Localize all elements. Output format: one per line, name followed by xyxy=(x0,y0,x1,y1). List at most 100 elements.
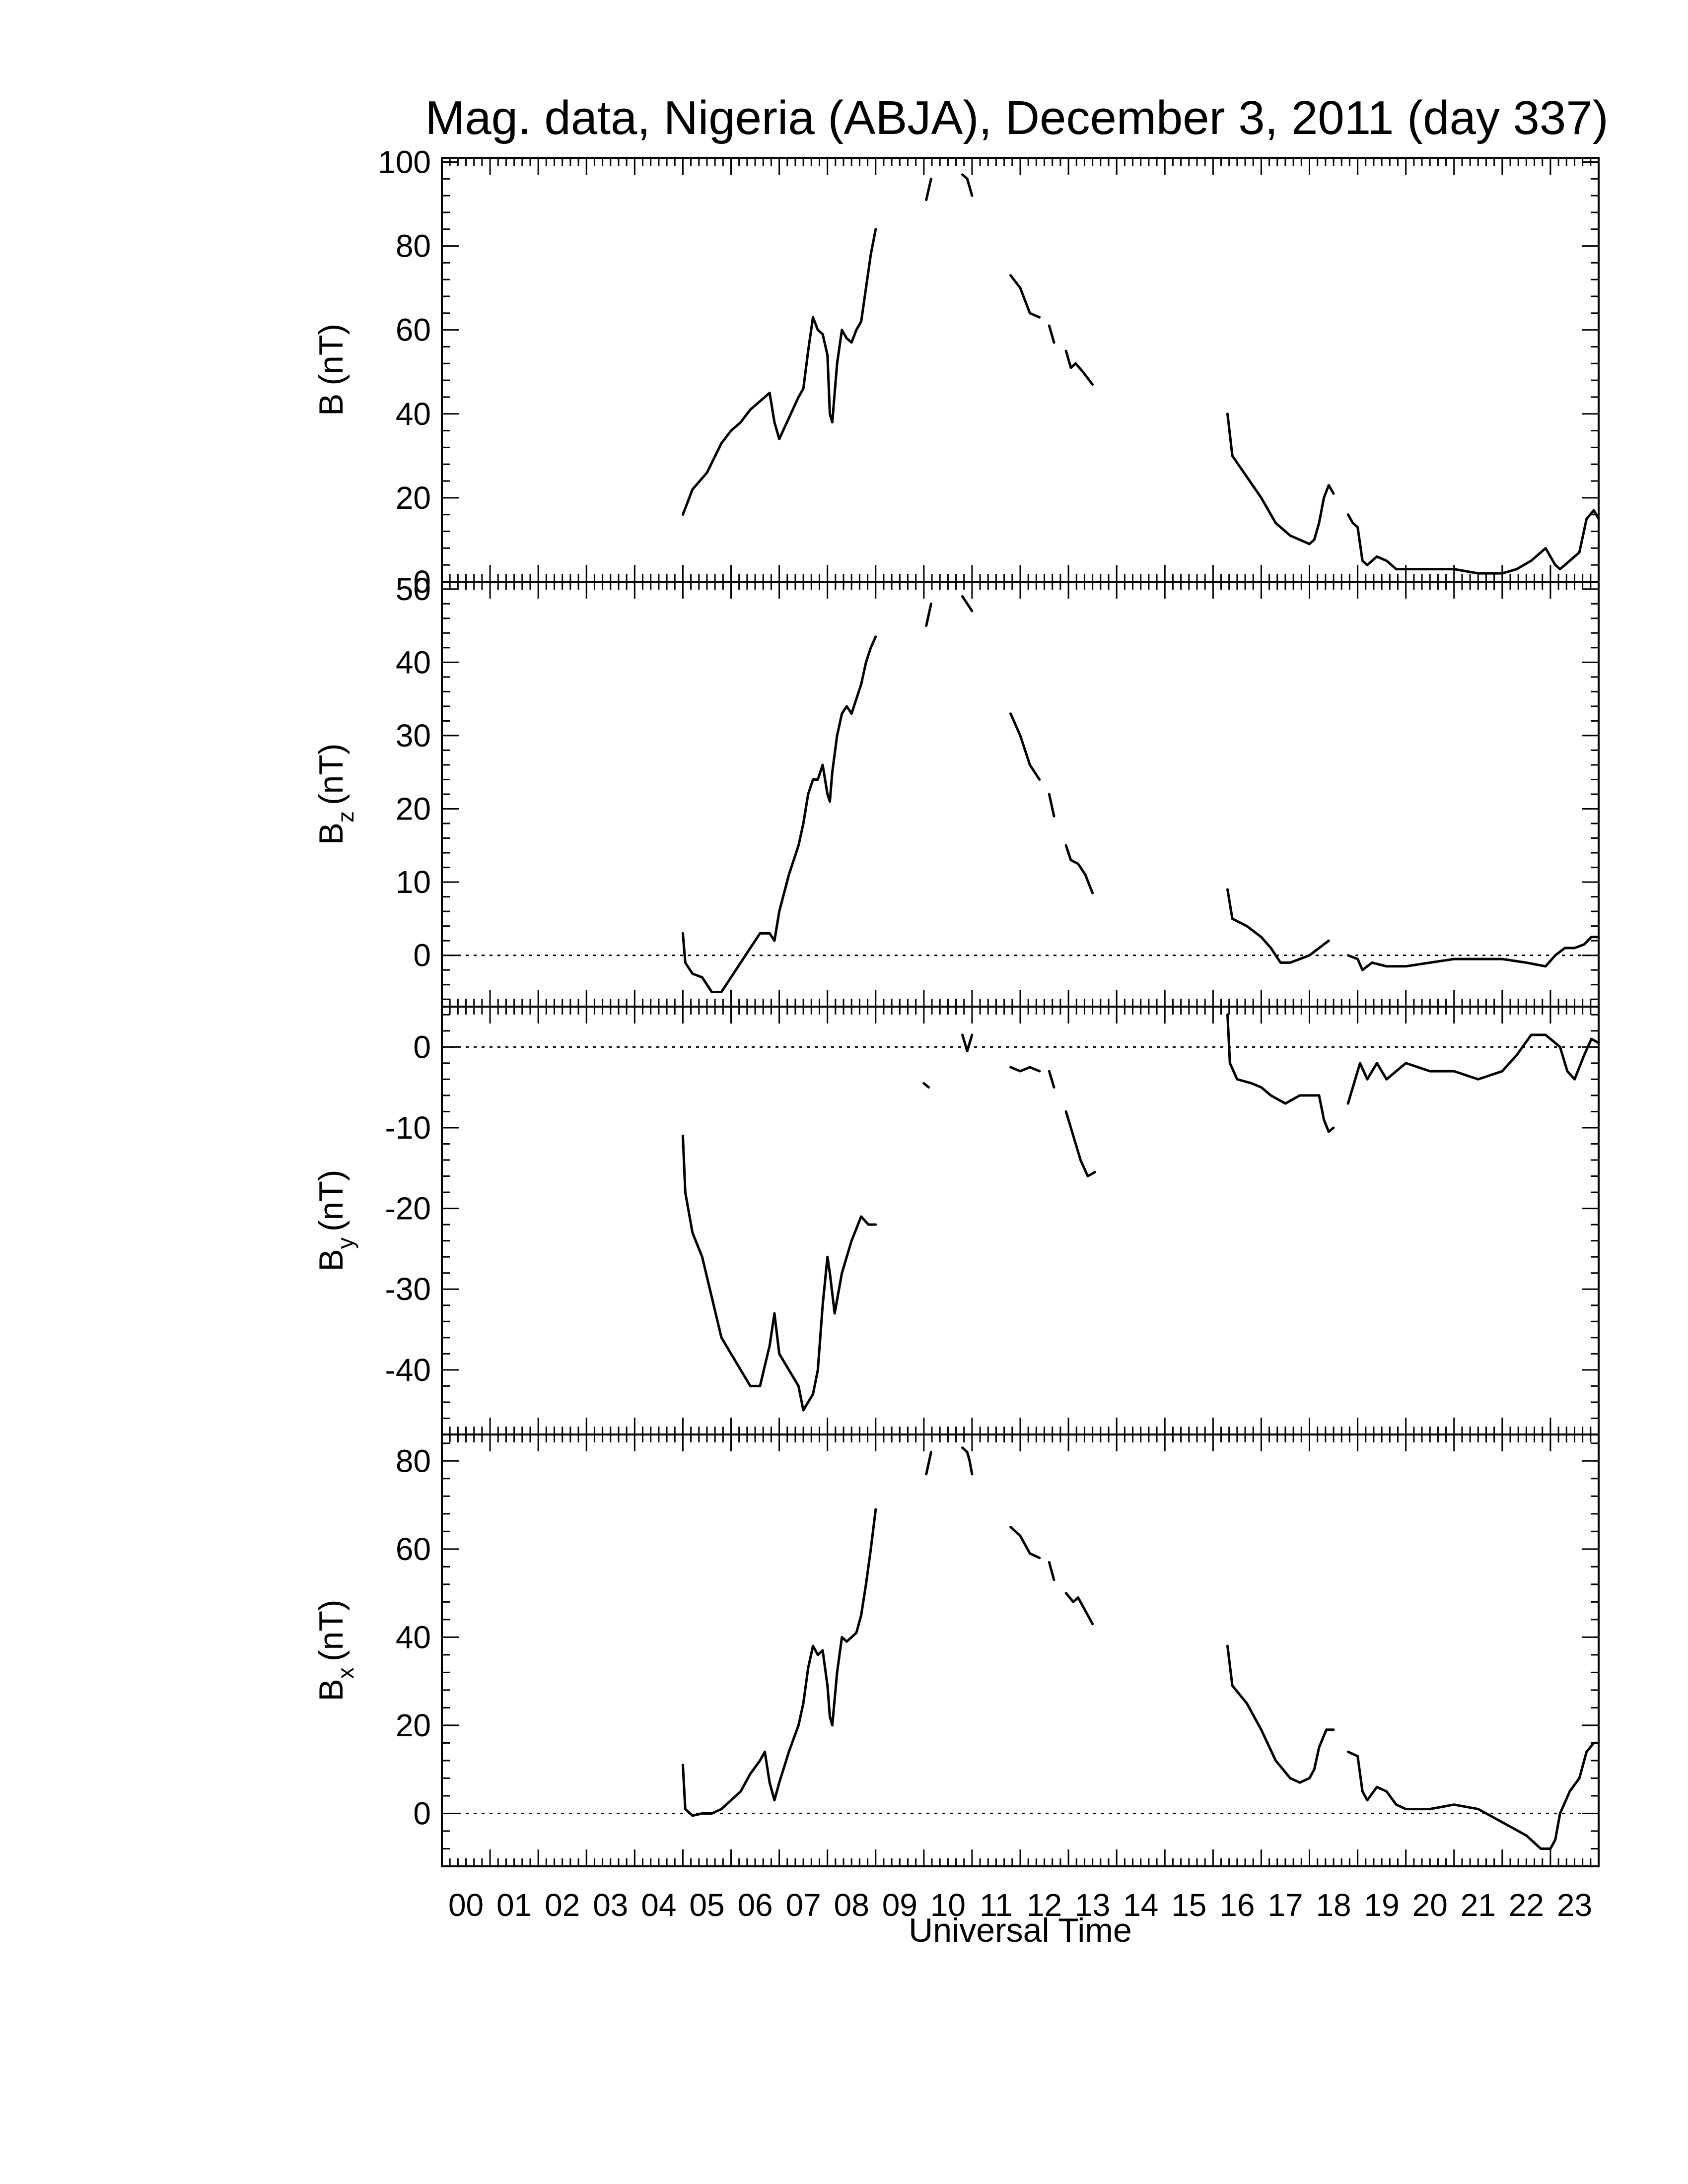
y-tick-label: 40 xyxy=(396,1619,431,1655)
y-tick-label: 20 xyxy=(396,1707,431,1743)
x-tick-label: 08 xyxy=(834,1887,869,1923)
x-tick-label: 03 xyxy=(593,1887,628,1923)
chart-title: Mag. data, Nigeria (ABJA), December 3, 2… xyxy=(425,91,1608,144)
series-line-By xyxy=(1009,1066,1041,1073)
y-tick-label: 40 xyxy=(396,396,431,432)
series-line-B xyxy=(1009,274,1041,319)
series-line-B xyxy=(1048,324,1055,344)
y-axis-label-unit: (nT) xyxy=(312,1169,350,1231)
panels-layer: 0 20 40 60 80 100 B (nT) 0 10 20 30 40 50 Bz (nT) -40 -30… xyxy=(312,144,1600,1867)
y-tick-label: 100 xyxy=(378,144,431,180)
y-axis-label-subscript: x xyxy=(333,1667,358,1679)
y-tick-label: 10 xyxy=(396,864,431,900)
y-axis-label-main: B xyxy=(312,822,350,845)
x-tick-label: 11 xyxy=(980,1887,1012,1923)
y-tick-label: 30 xyxy=(396,718,431,753)
series-line-By xyxy=(681,1134,877,1412)
x-tick-label: 20 xyxy=(1412,1887,1448,1923)
y-tick-label: -30 xyxy=(385,1271,431,1307)
series-line-By xyxy=(1226,1013,1335,1133)
y-axis-label-main: B xyxy=(312,1249,350,1271)
y-tick-label: 40 xyxy=(396,644,431,680)
x-tick-label: 12 xyxy=(1027,1887,1062,1923)
series-line-Bx xyxy=(1048,1561,1055,1581)
series-line-Bx xyxy=(961,1446,974,1476)
y-tick-label: 60 xyxy=(396,1531,431,1567)
y-tick-label: 60 xyxy=(396,312,431,348)
series-line-Bz xyxy=(1346,936,1600,971)
x-tick-label: 22 xyxy=(1509,1887,1544,1923)
y-tick-label: -10 xyxy=(385,1110,431,1146)
y-tick-label: -40 xyxy=(385,1352,431,1388)
series-line-By xyxy=(1048,1070,1055,1089)
series-line-Bx xyxy=(1346,1741,1600,1850)
x-tick-label: 04 xyxy=(641,1887,676,1923)
panel-Bz: 0 10 20 30 40 50 Bz (nT) xyxy=(312,571,1600,1008)
x-tick-label: 17 xyxy=(1267,1887,1303,1923)
panel-Bx: 0 20 40 60 80 Bx (nT) xyxy=(312,1433,1600,1867)
series-line-Bz xyxy=(961,595,974,613)
y-axis-label: B (nT) xyxy=(312,324,350,416)
y-axis-label: Bx (nT) xyxy=(312,1599,358,1701)
panel-frame xyxy=(441,1433,1600,1867)
y-axis-label-main: B xyxy=(312,1679,350,1701)
x-tick-label: 05 xyxy=(689,1887,724,1923)
y-axis-label-main: B xyxy=(312,394,350,416)
series-line-Bz xyxy=(1064,844,1094,894)
series-line-Bx xyxy=(1009,1525,1041,1560)
series-line-By xyxy=(1346,1033,1600,1105)
x-tick-label: 14 xyxy=(1123,1887,1158,1923)
series-line-B xyxy=(681,228,877,516)
series-line-Bx xyxy=(681,1508,877,1817)
x-tick-label: 09 xyxy=(882,1887,917,1923)
x-tick-label: 00 xyxy=(448,1887,484,1923)
y-axis-label: Bz (nT) xyxy=(312,743,358,845)
y-axis-label-unit: (nT) xyxy=(312,1599,350,1661)
y-axis-label-subscript: z xyxy=(333,811,358,822)
x-axis-label: Universal Time xyxy=(909,1911,1132,1949)
panel-frame xyxy=(441,581,1600,1008)
x-tick-label: 15 xyxy=(1171,1887,1206,1923)
y-tick-label: 80 xyxy=(396,228,431,264)
x-tick-label: 07 xyxy=(786,1887,821,1923)
series-line-Bz xyxy=(1226,888,1330,964)
series-line-Bx xyxy=(1226,1644,1335,1784)
y-axis-label-unit: (nT) xyxy=(312,743,350,805)
y-tick-label: 20 xyxy=(396,480,431,516)
series-line-Bx xyxy=(1064,1592,1094,1626)
x-tick-label: 18 xyxy=(1316,1887,1351,1923)
x-tick-label: 23 xyxy=(1557,1887,1592,1923)
y-tick-label: 0 xyxy=(413,938,431,973)
y-axis-label: By (nT) xyxy=(312,1169,358,1271)
y-tick-label: -20 xyxy=(385,1191,431,1227)
x-axis: 00 01 02 03 04 05 06 07 08 09 10 11 12 13 14 15 16 17 18 19… xyxy=(448,1887,1592,1923)
panel-By: -40 -30 -20 -10 0 By (nT) xyxy=(312,1006,1600,1435)
y-tick-label: 20 xyxy=(396,791,431,827)
x-tick-label: 06 xyxy=(737,1887,773,1923)
y-tick-label: 0 xyxy=(413,1795,431,1831)
series-line-B xyxy=(1064,349,1094,386)
panel-frame xyxy=(441,157,1600,583)
series-line-B xyxy=(961,173,974,197)
series-line-Bz xyxy=(1009,712,1041,781)
y-tick-label: 80 xyxy=(396,1443,431,1479)
series-line-B xyxy=(1226,412,1335,546)
series-line-B xyxy=(1346,509,1600,575)
series-line-By xyxy=(1064,1110,1096,1177)
series-line-Bz xyxy=(681,635,877,993)
x-tick-label: 16 xyxy=(1219,1887,1255,1923)
series-line-Bz xyxy=(925,602,932,627)
x-tick-label: 13 xyxy=(1075,1887,1110,1923)
y-tick-label: 50 xyxy=(396,571,431,607)
y-tick-label: 0 xyxy=(413,564,431,600)
series-line-By xyxy=(922,1082,930,1089)
series-line-Bz xyxy=(1048,793,1055,818)
x-tick-label: 02 xyxy=(545,1887,580,1923)
x-tick-label: 19 xyxy=(1364,1887,1400,1923)
series-line-Bx xyxy=(925,1451,932,1476)
series-line-By xyxy=(961,1033,974,1052)
x-tick-label: 21 xyxy=(1461,1887,1496,1923)
x-tick-label: 10 xyxy=(930,1887,966,1923)
x-tick-label: 01 xyxy=(496,1887,532,1923)
